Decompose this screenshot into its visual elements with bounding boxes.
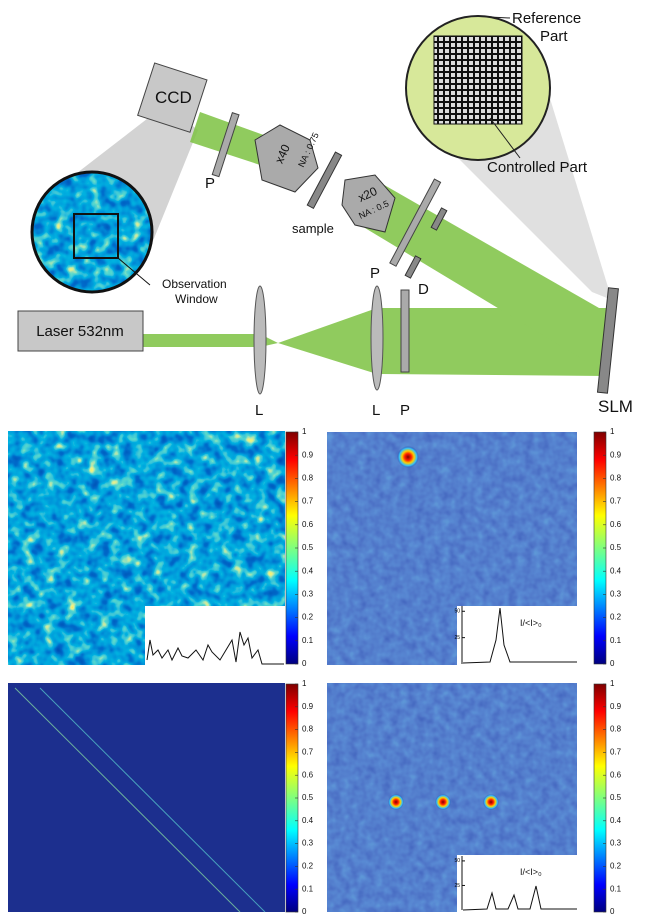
inset [457, 606, 577, 665]
label: P [400, 402, 410, 419]
colorbar-tick-label: 0.5 [302, 543, 314, 552]
colorbar-tick-label: 0.9 [302, 450, 314, 459]
colorbar-tick-label: 0.3 [610, 839, 622, 848]
inset-tick-label: 25 [454, 635, 460, 641]
label: D [418, 281, 429, 298]
colorbar-tick-label: 0.2 [302, 613, 314, 622]
colorbar-tick-label: 0.5 [302, 793, 314, 802]
label: sample [292, 221, 334, 236]
inset-tick-label: 50 [454, 858, 460, 864]
colorbar-tick-label: 0.1 [610, 636, 622, 645]
colorbar-tick-label: 0.2 [610, 613, 622, 622]
colorbar-tick-label: 0 [610, 907, 615, 916]
colorbar-tick-label: 0.3 [302, 839, 314, 848]
colorbar-tick-label: 0.2 [610, 862, 622, 871]
label: Window [175, 292, 218, 306]
label: L [255, 402, 263, 419]
colorbar-tick-label: 0.3 [302, 590, 314, 599]
label: L [372, 402, 380, 419]
colorbar-tick-label: 0.2 [302, 862, 314, 871]
colorbar-tick-label: 0.7 [610, 497, 622, 506]
colorbar-tick-label: 0.7 [610, 748, 622, 757]
colorbar-tick-label: 0.8 [302, 474, 314, 483]
colorbar-tick-label: 0.4 [302, 566, 314, 575]
diaphragm [405, 256, 421, 278]
colorbar-tick-label: 0.1 [610, 884, 622, 893]
inset [145, 606, 285, 665]
heatmap [8, 683, 285, 912]
focus-spot [397, 446, 419, 468]
colorbar-tick-label: 0.1 [302, 884, 314, 893]
colorbar-tick-label: 0.8 [610, 725, 622, 734]
colorbar-tick-label: 0.4 [610, 566, 622, 575]
colorbar-tick-label: 1 [302, 427, 307, 436]
lens [254, 286, 266, 394]
colorbar-tick-label: 1 [302, 679, 307, 688]
colorbar-tick-label: 0 [302, 907, 307, 916]
colorbar-tick-label: 1 [610, 427, 615, 436]
inset-tick-label: 50 [454, 609, 460, 615]
focus-spot [483, 794, 499, 810]
colorbar-tick-label: 0.8 [610, 474, 622, 483]
colorbar-tick-label: 0 [610, 659, 615, 668]
focus-spot [435, 794, 451, 810]
label: Controlled Part [487, 159, 588, 176]
label: P [205, 175, 215, 192]
colorbar-tick-label: 0.6 [302, 520, 314, 529]
inset-label: I/<I>₀ [520, 618, 542, 628]
colorbar-tick-label: 0.8 [302, 725, 314, 734]
label: Observation [162, 277, 227, 291]
lens [371, 286, 383, 390]
colorbar-tick-label: 0.9 [302, 702, 314, 711]
label: Reference [512, 10, 581, 27]
setup-diagram: Laser 532nm L L P SLM P D x20 NA : 0.5 s… [18, 10, 633, 419]
figure: Laser 532nm L L P SLM P D x20 NA : 0.5 s… [0, 0, 651, 916]
colorbar-tick-label: 0.9 [610, 702, 622, 711]
colorbar-tick-label: 0.7 [302, 497, 314, 506]
label: Part [540, 28, 568, 45]
focus-spot [388, 794, 404, 810]
colorbar-tick-label: 0.4 [610, 816, 622, 825]
colorbar-tick-label: 0.5 [610, 793, 622, 802]
colorbar-tick-label: 0.3 [610, 590, 622, 599]
colorbar-tick-label: 0.7 [302, 748, 314, 757]
colorbar-tick-label: 0.9 [610, 450, 622, 459]
label: CCD [155, 88, 192, 107]
label: SLM [598, 397, 633, 416]
colorbar-tick-label: 0.5 [610, 543, 622, 552]
inset-tick-label: 25 [454, 883, 460, 889]
polarizer [401, 290, 409, 372]
colorbar-tick-label: 0.1 [302, 636, 314, 645]
colorbar-tick-label: 0.6 [302, 770, 314, 779]
colorbar-tick-label: 1 [610, 679, 615, 688]
inset [457, 855, 577, 912]
inset-label: I/<I>₀ [520, 867, 542, 877]
colorbar-tick-label: 0.4 [302, 816, 314, 825]
colorbar-tick-label: 0 [302, 659, 307, 668]
pixel-grid [434, 36, 522, 124]
label: P [370, 265, 380, 282]
colorbar-tick-label: 0.6 [610, 520, 622, 529]
label: Laser 532nm [36, 323, 124, 340]
colorbar-tick-label: 0.6 [610, 770, 622, 779]
